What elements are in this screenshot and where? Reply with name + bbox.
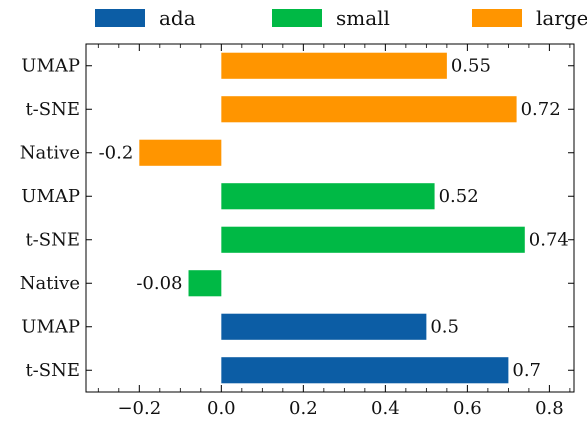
category-label: t-SNE bbox=[25, 360, 80, 381]
bar-value-label: 0.74 bbox=[529, 229, 569, 250]
category-labels: t-SNE UMAP Native t-SNE UMAP Native t-SNE UMAP bbox=[20, 55, 80, 381]
category-label: Native bbox=[20, 142, 80, 163]
value-labels: 0.7 0.5 -0.08 0.74 0.52 -0.2 0.72 0.55 bbox=[99, 55, 569, 381]
x-tick-label: 0.8 bbox=[535, 398, 564, 419]
category-label: UMAP bbox=[21, 186, 80, 207]
bar-value-label: 0.52 bbox=[439, 186, 479, 207]
category-label: UMAP bbox=[21, 316, 80, 337]
category-label: t-SNE bbox=[25, 99, 80, 120]
bar-small-umap bbox=[221, 183, 435, 210]
x-tick-label: 0.4 bbox=[371, 398, 400, 419]
axes: −0.2 0.0 0.2 0.4 0.6 0.8 bbox=[85, 43, 575, 419]
bars bbox=[139, 52, 525, 384]
bar-value-label: -0.2 bbox=[99, 142, 134, 163]
bar-large-umap bbox=[221, 52, 447, 79]
bar-value-label: 0.7 bbox=[512, 360, 541, 381]
legend-label-ada: ada bbox=[159, 6, 196, 30]
bar-large-native bbox=[139, 139, 222, 166]
category-label: Native bbox=[20, 273, 80, 294]
legend-label-small: small bbox=[336, 6, 390, 30]
bar-value-label: -0.08 bbox=[136, 273, 182, 294]
bar-small-native bbox=[188, 270, 222, 297]
bar-value-label: 0.5 bbox=[430, 316, 459, 337]
x-tick-label: −0.2 bbox=[117, 398, 161, 419]
bar-ada-t-sne bbox=[221, 357, 509, 384]
legend-swatch-ada bbox=[95, 9, 145, 27]
bar-small-t-sne bbox=[221, 226, 525, 253]
x-tick-label: 0.0 bbox=[207, 398, 236, 419]
bar-value-label: 0.72 bbox=[521, 99, 561, 120]
legend: ada small large bbox=[95, 6, 587, 30]
legend-swatch-large bbox=[472, 9, 522, 27]
category-label: UMAP bbox=[21, 55, 80, 76]
bar-ada-umap bbox=[221, 313, 427, 340]
bar-value-label: 0.55 bbox=[451, 55, 491, 76]
legend-swatch-small bbox=[272, 9, 322, 27]
x-tick-label: 0.2 bbox=[289, 398, 318, 419]
plot-frame bbox=[85, 43, 575, 393]
x-tick-label: 0.6 bbox=[453, 398, 482, 419]
category-label: t-SNE bbox=[25, 229, 80, 250]
bar-large-t-sne bbox=[221, 96, 517, 123]
legend-label-large: large bbox=[536, 6, 587, 30]
